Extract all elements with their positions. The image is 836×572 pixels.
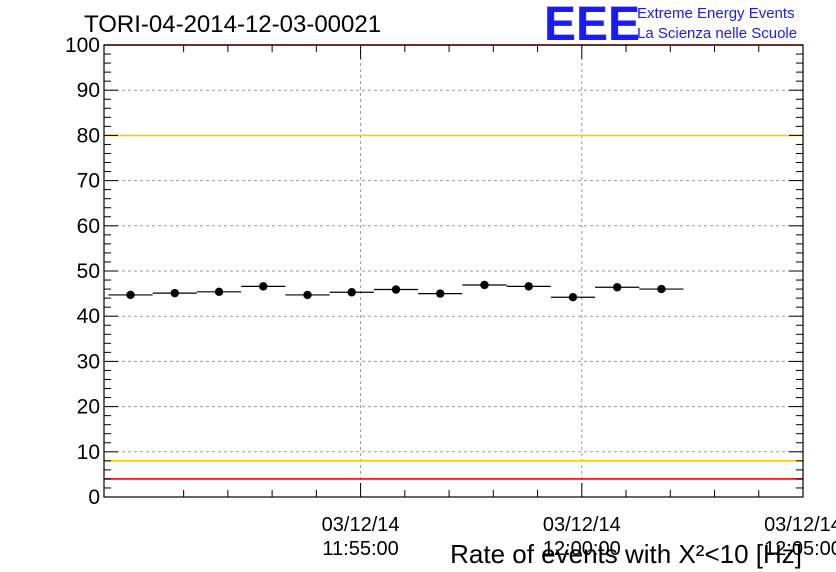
- data-point: [524, 282, 533, 291]
- logo-mark: EEE: [544, 0, 640, 51]
- x-tick-time-label: 11:55:00: [322, 538, 398, 560]
- y-tick-label: 100: [65, 34, 100, 57]
- y-tick-label: 60: [77, 215, 100, 238]
- data-series: [108, 280, 684, 302]
- data-point: [214, 287, 224, 296]
- data-point: [347, 288, 356, 297]
- y-tick-label: 90: [77, 79, 100, 102]
- x-tick-date-label: 03/12/14: [322, 514, 400, 536]
- y-tick-label: 30: [77, 350, 100, 373]
- x-tick-date-label: 03/12/14: [543, 514, 621, 536]
- data-point: [568, 293, 578, 302]
- y-tick-label: 40: [77, 305, 100, 328]
- x-tick-time-label: 12:05:00: [764, 538, 836, 560]
- y-tick-label: 20: [77, 396, 100, 419]
- y-tick-label: 10: [77, 441, 100, 464]
- data-point: [480, 280, 489, 290]
- x-tick-date-label: 03/12/14: [764, 514, 836, 536]
- run-title: TORI-04-2014-12-03-00021: [84, 11, 381, 38]
- axes: 010203040506070809010003/12/1411:55:0003…: [65, 34, 836, 560]
- data-point: [259, 282, 268, 291]
- data-point: [391, 285, 401, 294]
- threshold-lines: [104, 44, 803, 480]
- data-point: [303, 290, 312, 300]
- data-point: [657, 284, 666, 294]
- logo-line-2: La Scienza nelle Scuole: [637, 25, 797, 42]
- data-point: [436, 289, 445, 298]
- data-point: [612, 283, 622, 292]
- x-tick-time-label: 12:00:00: [543, 538, 621, 560]
- y-tick-label: 80: [77, 124, 100, 147]
- y-tick-label: 50: [77, 260, 100, 283]
- x-axis-title: Rate of events with X²<10 [Hz]: [450, 539, 802, 569]
- y-tick-label: 70: [77, 170, 100, 193]
- data-point: [126, 290, 135, 300]
- data-point: [170, 288, 179, 298]
- eee-logo: EEE Extreme Energy Events La Scienza nel…: [544, 0, 797, 51]
- logo-line-1: Extreme Energy Events: [637, 5, 795, 22]
- grid: [104, 45, 803, 497]
- y-tick-label: 0: [88, 486, 100, 509]
